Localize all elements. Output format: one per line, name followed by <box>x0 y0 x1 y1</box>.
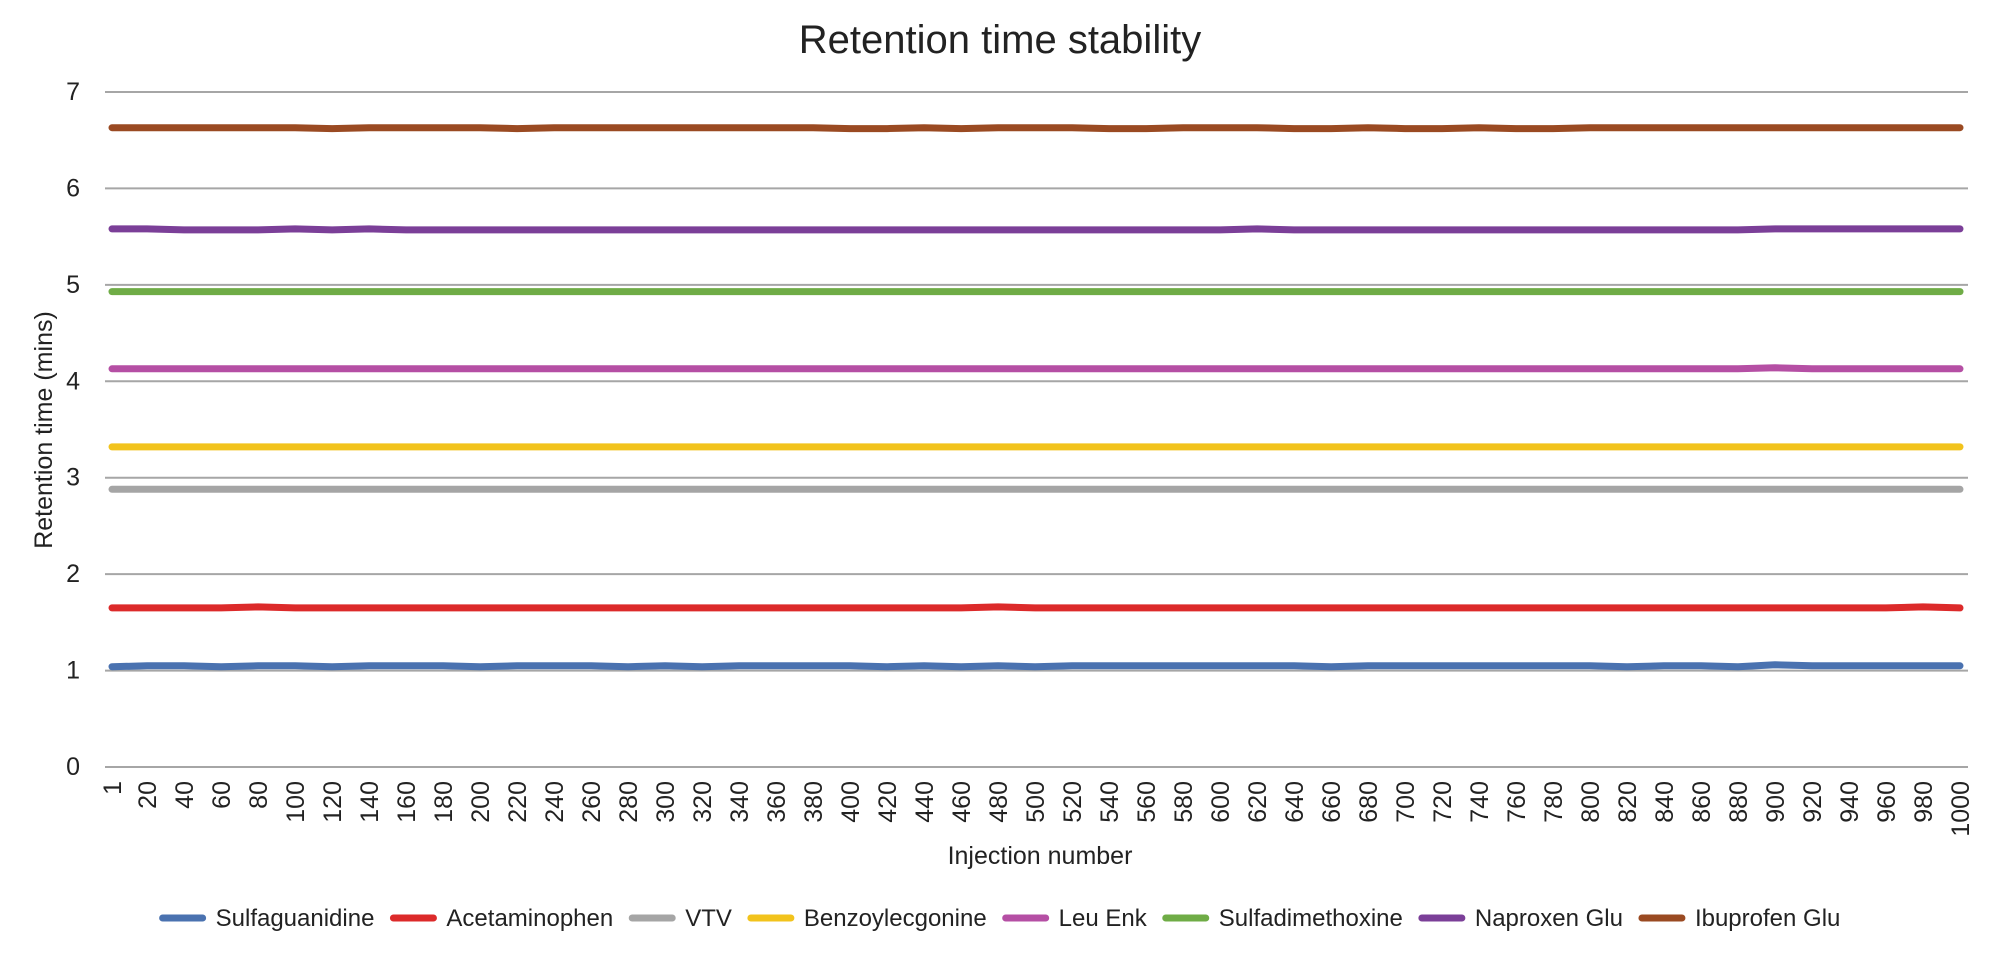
y-tick-label: 4 <box>66 367 80 395</box>
x-tick-label: 940 <box>1836 781 1864 823</box>
x-tick-label: 100 <box>282 781 310 823</box>
x-tick-label: 800 <box>1577 781 1605 823</box>
y-tick-labels: 0 1 2 3 4 5 6 7 <box>66 78 80 781</box>
legend-label: Ibuprofen Glu <box>1695 905 1840 932</box>
x-tick-label: 80 <box>245 781 273 809</box>
y-tick-label: 3 <box>66 464 80 492</box>
gridlines <box>105 91 1968 768</box>
legend: Sulfaguanidine Acetaminophen VTV Benzoylecg… <box>159 905 1840 932</box>
y-axis-label: Retention time (mins) <box>30 311 58 549</box>
x-tick-label: 880 <box>1725 781 1753 823</box>
x-tick-label: 260 <box>578 781 606 823</box>
x-tick-label: 480 <box>985 781 1013 823</box>
x-tick-label: 560 <box>1133 781 1161 823</box>
x-tick-label: 540 <box>1096 781 1124 823</box>
x-tick-label: 20 <box>134 781 162 809</box>
x-tick-label: 220 <box>504 781 532 823</box>
x-tick-label: 420 <box>874 781 902 823</box>
x-tick-label: 500 <box>1022 781 1050 823</box>
series-line-leu-enk <box>108 364 1964 373</box>
y-tick-label: 6 <box>66 174 80 202</box>
x-tick-label: 140 <box>356 781 384 823</box>
x-tick-label: 900 <box>1762 781 1790 823</box>
x-tick-label: 1 <box>99 781 127 795</box>
x-tick-label: 440 <box>911 781 939 823</box>
legend-item: Sulfaguanidine <box>159 905 375 932</box>
legend-item: Sulfadimethoxine <box>1162 905 1403 932</box>
legend-item: Ibuprofen Glu <box>1638 905 1840 932</box>
legend-label: Acetaminophen <box>446 905 613 932</box>
x-tick-label: 340 <box>726 781 754 823</box>
legend-item: Acetaminophen <box>389 905 613 932</box>
x-tick-label: 580 <box>1170 781 1198 823</box>
x-tick-label: 620 <box>1244 781 1272 823</box>
x-tick-label: 240 <box>541 781 569 823</box>
x-tick-label: 300 <box>652 781 680 823</box>
legend-item: Naproxen Glu <box>1418 905 1623 932</box>
y-tick-label: 2 <box>66 560 80 588</box>
legend-item: Benzoylecgonine <box>747 905 987 932</box>
legend-label: Leu Enk <box>1059 905 1148 932</box>
series-line-sulfaguanidine <box>108 661 1964 671</box>
y-tick-label: 1 <box>66 657 80 685</box>
x-tick-label: 720 <box>1429 781 1457 823</box>
x-tick-label: 460 <box>948 781 976 823</box>
y-tick-label: 7 <box>66 78 80 106</box>
x-tick-label: 400 <box>837 781 865 823</box>
legend-item: VTV <box>628 905 732 932</box>
x-tick-label: 660 <box>1318 781 1346 823</box>
x-tick-labels: 1 20 40 60 80 100 120 140 160 180 200 220 240 260 280 3… <box>99 781 1975 837</box>
x-tick-label: 780 <box>1540 781 1568 823</box>
series-lines <box>108 124 1964 671</box>
x-tick-label: 160 <box>393 781 421 823</box>
x-tick-label: 860 <box>1688 781 1716 823</box>
x-tick-label: 640 <box>1281 781 1309 823</box>
x-tick-label: 320 <box>689 781 717 823</box>
legend-label: Benzoylecgonine <box>804 905 987 932</box>
legend-label: VTV <box>685 905 732 932</box>
x-tick-label: 840 <box>1651 781 1679 823</box>
x-tick-label: 360 <box>763 781 791 823</box>
x-tick-label: 760 <box>1503 781 1531 823</box>
series-line-ibuprofen-glu <box>108 124 1964 133</box>
legend-item: Leu Enk <box>1002 905 1148 932</box>
x-tick-label: 920 <box>1799 781 1827 823</box>
series-line-acetaminophen <box>108 603 1964 612</box>
legend-label: Sulfadimethoxine <box>1219 905 1403 932</box>
x-tick-label: 280 <box>615 781 643 823</box>
x-tick-label: 60 <box>208 781 236 809</box>
legend-label: Naproxen Glu <box>1475 905 1623 932</box>
x-tick-label: 680 <box>1355 781 1383 823</box>
x-tick-label: 600 <box>1207 781 1235 823</box>
x-tick-label: 960 <box>1873 781 1901 823</box>
series-line-naproxen-glu <box>108 225 1964 234</box>
x-tick-label: 820 <box>1614 781 1642 823</box>
x-tick-label: 40 <box>171 781 199 809</box>
x-tick-label: 180 <box>430 781 458 823</box>
x-tick-label: 120 <box>319 781 347 823</box>
legend-label: Sulfaguanidine <box>216 905 375 932</box>
chart-title: Retention time stability <box>799 18 1201 62</box>
x-tick-label: 700 <box>1392 781 1420 823</box>
x-tick-label: 980 <box>1910 781 1938 823</box>
y-tick-label: 5 <box>66 271 80 299</box>
x-tick-label: 520 <box>1059 781 1087 823</box>
x-tick-label: 1000 <box>1947 781 1975 837</box>
x-tick-label: 200 <box>467 781 495 823</box>
x-axis-label: Injection number <box>948 842 1133 870</box>
x-tick-label: 740 <box>1466 781 1494 823</box>
y-tick-label: 0 <box>66 753 80 781</box>
x-tick-label: 380 <box>800 781 828 823</box>
